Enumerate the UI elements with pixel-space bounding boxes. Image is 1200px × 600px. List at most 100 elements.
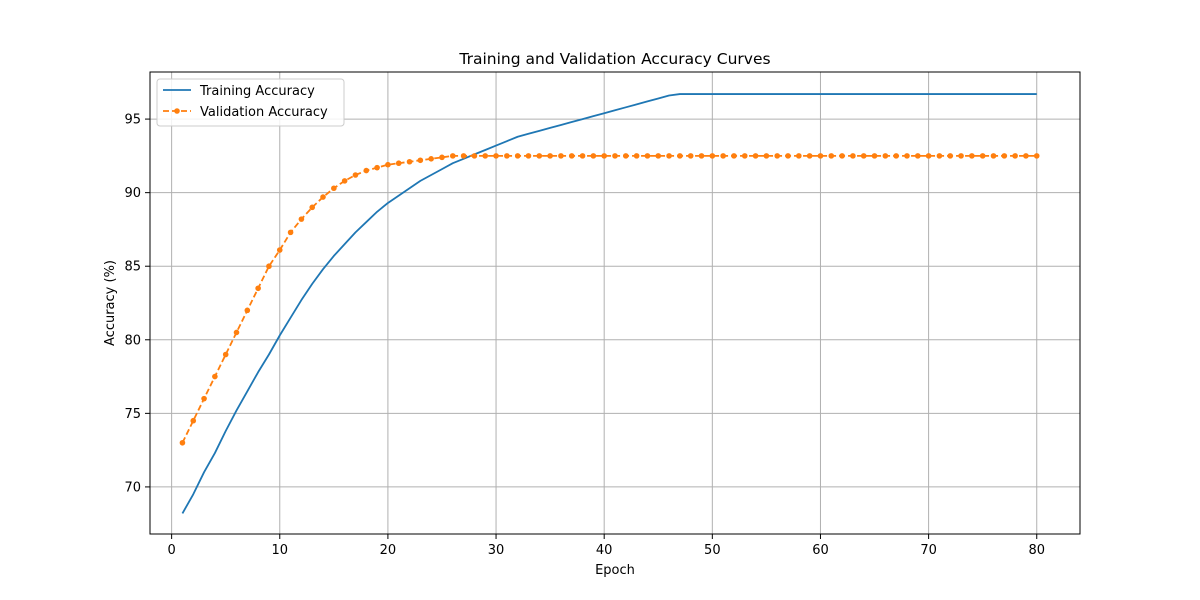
series-1-point [558,153,564,159]
series-line-0 [181,93,1037,514]
plot-frame [149,71,1081,535]
x-tick-label: 40 [596,543,613,558]
series-1-point [850,153,856,159]
series-1-point [1012,153,1018,159]
series-1-point [904,153,910,159]
series-1-point [741,153,748,159]
series-1-point [677,153,683,159]
series-1-point [331,185,337,192]
series-1-point [179,439,186,446]
series-1-point [612,153,618,159]
series-1-point [633,153,640,159]
series-1-point [320,194,326,200]
series-1-point [601,153,607,159]
series-1-point [644,153,651,159]
series-1-point [493,153,499,159]
series-1-point [860,153,867,159]
legend-box [156,78,345,127]
grid [150,72,1080,534]
series-1-point [525,153,532,159]
series-1-point [720,153,726,159]
plot-series [179,93,1040,514]
series-1-point [460,153,467,159]
series-1-point [190,417,197,424]
series-1-point [352,172,359,178]
series-1-point [341,178,348,184]
series-1-point [201,395,207,402]
series-1-point [590,153,597,159]
series-1-point [731,153,737,159]
series-1-point [969,153,975,159]
series-1-point [882,153,889,159]
series-1-point [471,153,478,159]
x-tick-label: 50 [704,543,721,558]
series-1-point [979,153,986,159]
x-tick-label: 70 [920,543,937,558]
series-1-point [287,229,294,236]
series-1-point [222,351,229,358]
series-1-point [947,153,954,159]
legend: Training Accuracy Validation Accuracy [156,78,345,127]
series-1-point [428,156,434,162]
series-1-point [417,157,424,164]
x-tick-label: 30 [488,543,505,558]
x-tick-label: 80 [1028,543,1045,558]
series-1-point [439,154,445,161]
series-1-point [666,153,672,159]
y-tick-label: 75 [124,407,141,422]
y-tick-label: 80 [124,333,141,348]
series-1-point [925,153,932,159]
series-1-point [579,153,586,159]
legend-marker-validation [174,108,180,114]
series-1-point [276,247,283,253]
series-1-point [752,153,759,159]
series-1-point [623,153,629,159]
legend-label-training: Training Accuracy [199,84,315,99]
x-axis-label: Epoch [595,563,635,578]
series-1-point [774,153,781,159]
series-1-point [536,153,543,159]
series-1-point [266,263,272,270]
series-1-point [817,153,824,159]
series-1-point [385,161,391,168]
series-1-point [709,153,716,159]
series-1-point [893,153,899,159]
series-1-point [395,160,402,167]
series-1-point [363,167,370,174]
y-axis-label: Accuracy (%) [103,260,118,346]
y-tick-label: 85 [124,260,141,275]
series-1-point [958,153,964,159]
series-1-point [504,153,510,159]
series-1-point [871,153,878,159]
y-tick-label: 70 [124,480,141,495]
series-1-point [374,164,380,171]
x-tick-label: 20 [380,543,397,558]
series-1-point [806,153,813,159]
series-1-point [687,153,694,159]
series-1-point [828,153,835,159]
series-1-point [990,153,997,159]
series-1-point [914,153,921,159]
series-1-point [655,153,662,159]
chart-title: Training and Validation Accuracy Curves [458,50,770,68]
series-1-point [298,216,305,222]
series-1-point [785,153,791,159]
legend-label-validation: Validation Accuracy [200,105,328,120]
series-1-point [1033,153,1040,159]
x-tick-label: 0 [167,543,175,558]
series-1-point [1001,153,1008,159]
series-1-point [839,153,845,159]
series-1-point [406,158,413,165]
series-1-point [698,153,705,159]
series-1-point [796,153,802,159]
series-1-point [936,153,943,159]
x-tick-label: 10 [271,543,288,558]
series-1-point [255,285,261,292]
series-1-point [233,329,240,336]
series-1-point [449,153,456,159]
series-1-point [1023,153,1029,159]
series-1-point [244,307,251,314]
series-1-point [514,153,521,159]
axis-ticks: 0 10 20 30 40 50 60 70 80 70 75 80 85 90 95 [124,113,1045,558]
